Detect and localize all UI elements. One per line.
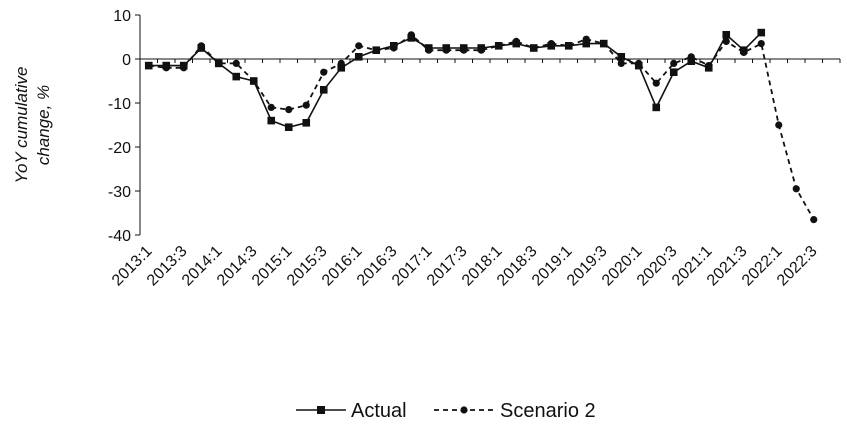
x-tick-label: 2022:3 bbox=[774, 243, 821, 290]
data-point-scenario-2 bbox=[197, 42, 205, 50]
data-point-actual bbox=[617, 53, 626, 61]
y-axis-label-line-2: change, % bbox=[34, 85, 53, 165]
series-actual bbox=[144, 28, 766, 131]
data-point-scenario-2 bbox=[757, 40, 765, 48]
data-point-actual bbox=[319, 86, 328, 94]
data-point-actual bbox=[582, 39, 591, 48]
data-point-scenario-2 bbox=[145, 62, 153, 70]
data-point-actual bbox=[337, 64, 346, 72]
data-point-actual bbox=[232, 72, 241, 81]
data-point-scenario-2 bbox=[232, 59, 240, 67]
data-point-actual bbox=[267, 116, 276, 125]
data-point-actual bbox=[302, 119, 311, 127]
legend-marker-scenario-2 bbox=[460, 406, 468, 414]
data-point-scenario-2 bbox=[705, 62, 713, 70]
data-point-scenario-2 bbox=[810, 216, 818, 224]
data-point-actual bbox=[354, 53, 363, 61]
y-tick-label: -40 bbox=[108, 228, 131, 245]
data-point-scenario-2 bbox=[740, 48, 748, 57]
data-point-actual bbox=[284, 123, 293, 131]
data-point-scenario-2 bbox=[792, 185, 800, 193]
data-point-actual bbox=[757, 28, 766, 37]
data-point-scenario-2 bbox=[162, 64, 170, 72]
legend-label-scenario-2: Scenario 2 bbox=[500, 400, 596, 422]
series-line-actual bbox=[148, 32, 762, 129]
data-point-scenario-2 bbox=[530, 44, 538, 52]
legend-label-actual: Actual bbox=[351, 400, 407, 422]
data-point-scenario-2 bbox=[512, 37, 520, 46]
data-point-scenario-2 bbox=[477, 46, 485, 54]
data-point-scenario-2 bbox=[407, 31, 415, 39]
y-tick-label: -20 bbox=[108, 140, 131, 157]
data-point-scenario-2 bbox=[617, 59, 625, 67]
y-axis-label: YoY cumulative change, % bbox=[12, 67, 53, 184]
y-tick-label: 0 bbox=[122, 52, 131, 69]
data-point-scenario-2 bbox=[215, 59, 223, 67]
x-axis-ticks: 2013:12013:32014:12014:32015:12015:32016… bbox=[109, 59, 841, 290]
legend-marker-actual bbox=[317, 406, 325, 414]
data-point-scenario-2 bbox=[775, 121, 783, 129]
data-point-scenario-2 bbox=[355, 42, 363, 50]
data-point-scenario-2 bbox=[547, 40, 555, 48]
series-line-scenario-2 bbox=[148, 33, 815, 221]
data-point-scenario-2 bbox=[460, 46, 468, 54]
y-axis-label-line-1: YoY cumulative bbox=[12, 67, 31, 184]
data-point-scenario-2 bbox=[250, 77, 258, 85]
y-axis-ticks: 10 0 -10 -20 -30 -40 bbox=[108, 8, 140, 245]
data-point-scenario-2 bbox=[180, 64, 188, 72]
data-point-scenario-2 bbox=[390, 44, 398, 52]
data-point-scenario-2 bbox=[267, 103, 275, 111]
data-point-scenario-2 bbox=[320, 68, 328, 76]
data-point-scenario-2 bbox=[670, 59, 678, 67]
data-point-scenario-2 bbox=[372, 46, 380, 54]
data-point-scenario-2 bbox=[285, 106, 293, 114]
data-point-actual bbox=[687, 57, 696, 65]
data-point-scenario-2 bbox=[337, 59, 345, 67]
data-point-scenario-2 bbox=[652, 79, 660, 87]
data-point-scenario-2 bbox=[302, 101, 310, 109]
series-group bbox=[144, 28, 818, 224]
data-point-scenario-2 bbox=[687, 53, 695, 61]
legend: Actual Scenario 2 bbox=[296, 400, 596, 422]
data-point-actual bbox=[669, 68, 678, 76]
data-point-scenario-2 bbox=[582, 35, 590, 43]
axes bbox=[139, 15, 840, 235]
data-point-scenario-2 bbox=[722, 37, 730, 46]
data-point-scenario-2 bbox=[600, 40, 608, 48]
y-tick-label: -10 bbox=[108, 96, 131, 113]
y-tick-label: 10 bbox=[113, 8, 131, 25]
data-point-scenario-2 bbox=[565, 42, 573, 50]
data-point-actual bbox=[722, 31, 731, 39]
data-point-scenario-2 bbox=[442, 46, 450, 54]
series-scenario-2 bbox=[145, 31, 818, 224]
data-point-scenario-2 bbox=[425, 46, 433, 54]
data-point-actual bbox=[652, 103, 661, 112]
data-point-scenario-2 bbox=[635, 59, 643, 67]
data-point-scenario-2 bbox=[495, 42, 503, 50]
y-tick-label: -30 bbox=[108, 184, 131, 201]
